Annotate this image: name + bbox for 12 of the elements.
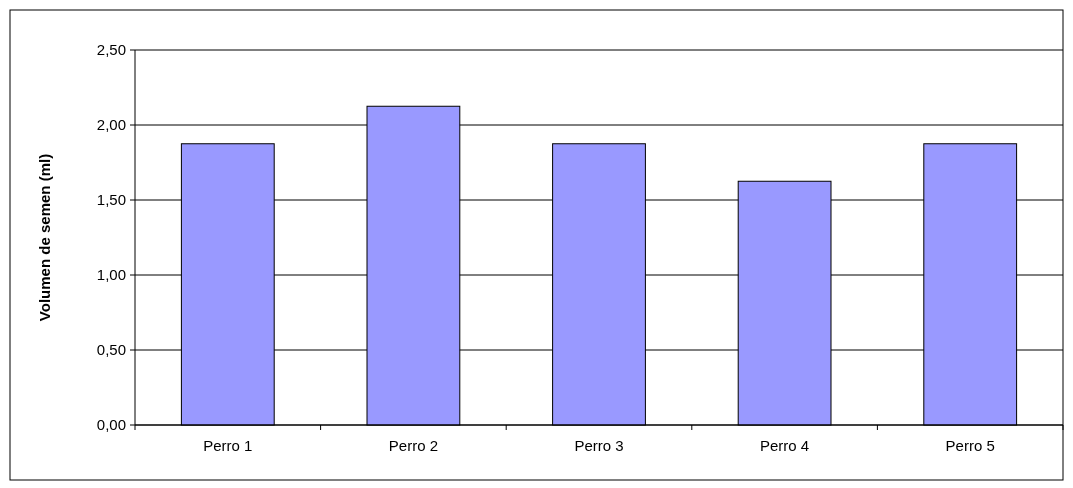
y-axis-title: Volumen de semen (ml) bbox=[36, 153, 53, 322]
x-tick-label: Perro 4 bbox=[760, 437, 810, 454]
y-tick-label: 2,50 bbox=[96, 41, 126, 59]
y-tick-label: 0,50 bbox=[96, 341, 126, 359]
x-tick-label: Perro 2 bbox=[388, 437, 438, 454]
y-tick-label: 1,00 bbox=[96, 266, 126, 284]
y-tick-label: 2,00 bbox=[96, 116, 126, 134]
x-tick-label: Perro 5 bbox=[945, 437, 995, 454]
x-tick-label: Perro 1 bbox=[203, 437, 253, 454]
x-tick-label: Perro 3 bbox=[574, 437, 624, 454]
y-tick-label: 0,00 bbox=[96, 416, 126, 434]
y-tick-label: 1,50 bbox=[96, 191, 126, 209]
